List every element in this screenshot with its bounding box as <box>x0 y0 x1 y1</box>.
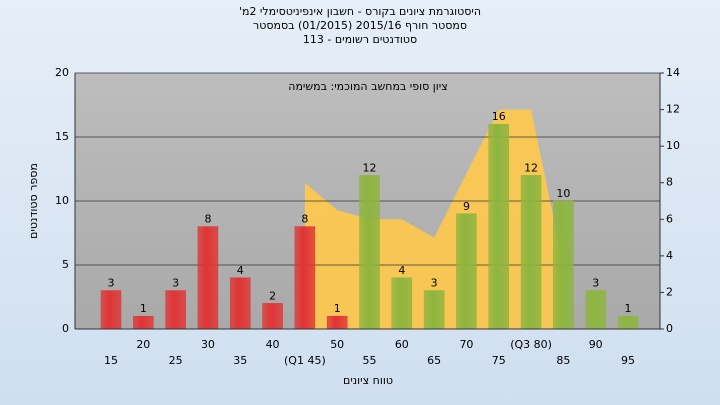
x-tick-label: (Q3 80) <box>510 338 552 351</box>
data-label: 3 <box>108 277 115 290</box>
bar <box>133 315 154 330</box>
bar <box>100 290 122 330</box>
y-axis-title: מספר סטודנטים <box>27 163 40 239</box>
data-label: 1 <box>625 302 632 315</box>
bar <box>456 213 477 330</box>
data-label: 12 <box>524 161 538 174</box>
x-tick-label: 85 <box>556 354 570 367</box>
data-label: 1 <box>334 302 341 315</box>
x-tick-label: 70 <box>459 338 473 351</box>
y2-tick-label: 14 <box>666 66 680 79</box>
bar <box>326 315 348 330</box>
y-tick-label: 10 <box>55 194 69 207</box>
bar <box>423 290 445 330</box>
bar <box>262 303 283 330</box>
bar <box>359 175 380 330</box>
data-label: 12 <box>363 161 377 174</box>
y-tick-label: 5 <box>62 258 69 271</box>
data-label: 8 <box>301 213 308 226</box>
bar <box>617 315 639 330</box>
bar <box>553 200 574 330</box>
data-label: 10 <box>556 187 570 200</box>
data-label: 2 <box>269 289 276 302</box>
x-tick-label: 15 <box>104 354 118 367</box>
data-label: 4 <box>237 264 244 277</box>
bar <box>165 290 186 330</box>
data-label: 3 <box>172 277 179 290</box>
data-label: 3 <box>592 277 599 290</box>
y2-tick-label: 0 <box>666 322 673 335</box>
data-label: 1 <box>140 302 147 315</box>
data-label: 16 <box>492 110 506 123</box>
x-tick-label: 30 <box>201 338 215 351</box>
y2-tick-label: 10 <box>666 139 680 152</box>
data-label: 8 <box>204 213 211 226</box>
x-tick-label: 95 <box>621 354 635 367</box>
y2-tick-label: 6 <box>666 212 673 225</box>
x-tick-label: 55 <box>363 354 377 367</box>
chart-subtitle: סטודנטים רשומים - 113 <box>303 33 417 46</box>
bar <box>520 175 542 330</box>
bar <box>230 277 251 330</box>
y2-tick-label: 4 <box>666 249 673 262</box>
data-label: 9 <box>463 200 470 213</box>
x-tick-label: 25 <box>169 354 183 367</box>
x-tick-label: 60 <box>395 338 409 351</box>
y-tick-label: 20 <box>55 66 69 79</box>
y-tick-label: 15 <box>55 130 69 143</box>
bar <box>391 277 413 330</box>
bar <box>197 226 219 330</box>
chart-subtitle: סמסטר חורף 2015/16 (01/2015) בסמסטר <box>253 19 467 32</box>
x-tick-label: 90 <box>589 338 603 351</box>
x-tick-label: 35 <box>233 354 247 367</box>
data-label: 3 <box>431 277 438 290</box>
x-tick-label: 20 <box>136 338 150 351</box>
y-tick-label: 0 <box>62 322 69 335</box>
y2-tick-label: 2 <box>666 285 673 298</box>
x-tick-label: 65 <box>427 354 441 367</box>
x-tick-label: (Q1 45) <box>284 354 326 367</box>
y2-tick-label: 12 <box>666 103 680 116</box>
chart-title: היסטוגרמת ציונים בקורס - חשבון אינפיניטס… <box>239 5 481 18</box>
x-tick-label: 75 <box>492 354 506 367</box>
bar <box>488 123 509 330</box>
data-label: 4 <box>398 264 405 277</box>
x-tick-label: 50 <box>330 338 344 351</box>
bar <box>294 226 316 330</box>
y2-tick-label: 8 <box>666 176 673 189</box>
x-tick-label: 40 <box>266 338 280 351</box>
bar <box>585 290 606 330</box>
annotation: ציון סופי במחשב המוכמי: במשימה <box>288 80 447 93</box>
x-axis-title: טווח ציונים <box>343 374 393 387</box>
